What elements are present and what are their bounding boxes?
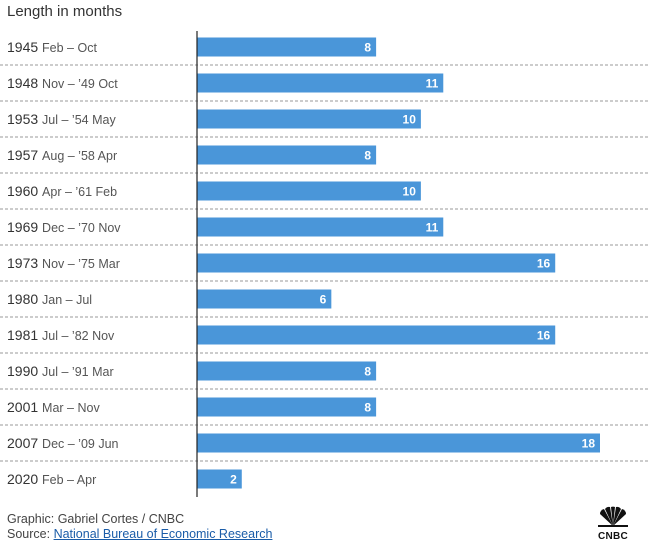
category-label: 1973 Nov – ’75 Mar [7,255,120,271]
bar [197,145,377,165]
source-prefix: Source: [7,527,54,541]
chart-title: Length in months [7,3,123,20]
bar [197,109,421,129]
category-range: Jul – ’91 Mar [42,365,114,379]
category-year: 1948 [7,75,42,91]
recession-bar-chart: 8 1945 Feb – Oct 11 1948 Nov – ’49 Oct 10 195… [0,31,648,497]
category-range: Mar – Nov [42,401,100,415]
bar [197,73,444,93]
bar-value-label: 8 [364,41,371,55]
bar [197,253,556,273]
category-range: Nov – ’49 Oct [42,77,118,91]
source-link[interactable]: National Bureau of Economic Research [53,527,273,541]
category-year: 2020 [7,471,42,487]
bar-value-label: 2 [230,473,237,487]
category-year: 1953 [7,111,42,127]
peacock-icon [598,506,628,527]
category-label: 1945 Feb – Oct [7,39,97,55]
bar [197,469,242,489]
source-line: Source: National Bureau of Economic Rese… [7,527,272,541]
category-year: 2007 [7,435,42,451]
bar [197,361,377,381]
bar [197,289,332,309]
bar [197,217,444,237]
category-range: Jul – ’82 Nov [42,329,115,343]
category-year: 1973 [7,255,42,271]
category-label: 1969 Dec – ’70 Nov [7,219,121,235]
category-year: 1990 [7,363,42,379]
bar-value-label: 10 [403,113,417,127]
category-label: 1981 Jul – ’82 Nov [7,327,115,343]
category-range: Feb – Apr [42,473,96,487]
bar-value-label: 16 [537,257,551,271]
bar [197,433,600,453]
category-year: 2001 [7,399,42,415]
bar [197,37,377,57]
bar-value-label: 16 [537,329,551,343]
category-range: Apr – ’61 Feb [42,185,117,199]
category-range: Nov – ’75 Mar [42,257,120,271]
category-range: Dec – ’09 Jun [42,437,118,451]
category-year: 1980 [7,291,42,307]
category-label: 2007 Dec – ’09 Jun [7,435,119,451]
bar-value-label: 8 [364,401,371,415]
cnbc-logo: CNBC [595,506,631,542]
bar [197,397,377,417]
cnbc-wordmark: CNBC [597,531,629,542]
category-label: 1953 Jul – ’54 May [7,111,116,127]
bar-value-label: 10 [403,185,417,199]
category-year: 1945 [7,39,42,55]
bar-value-label: 11 [426,77,439,91]
category-label: 1980 Jan – Jul [7,291,92,307]
category-label: 1960 Apr – ’61 Feb [7,183,117,199]
category-range: Jan – Jul [42,293,92,307]
category-range: Dec – ’70 Nov [42,221,121,235]
category-label: 1990 Jul – ’91 Mar [7,363,114,379]
category-label: 1948 Nov – ’49 Oct [7,75,118,91]
category-year: 1981 [7,327,42,343]
category-year: 1969 [7,219,42,235]
graphic-credit: Graphic: Gabriel Cortes / CNBC [7,512,185,526]
category-label: 1957 Aug – ’58 Apr [7,147,117,163]
bar-value-label: 8 [364,149,371,163]
bar [197,325,556,345]
bar-value-label: 18 [582,437,596,451]
category-label: 2001 Mar – Nov [7,399,100,415]
bar-value-label: 8 [364,365,371,379]
bar-value-label: 6 [320,293,327,307]
bar [197,181,421,201]
category-range: Aug – ’58 Apr [42,149,117,163]
category-year: 1960 [7,183,42,199]
category-range: Feb – Oct [42,41,97,55]
category-label: 2020 Feb – Apr [7,471,96,487]
category-year: 1957 [7,147,42,163]
category-range: Jul – ’54 May [42,113,116,127]
bar-value-label: 11 [426,221,439,235]
